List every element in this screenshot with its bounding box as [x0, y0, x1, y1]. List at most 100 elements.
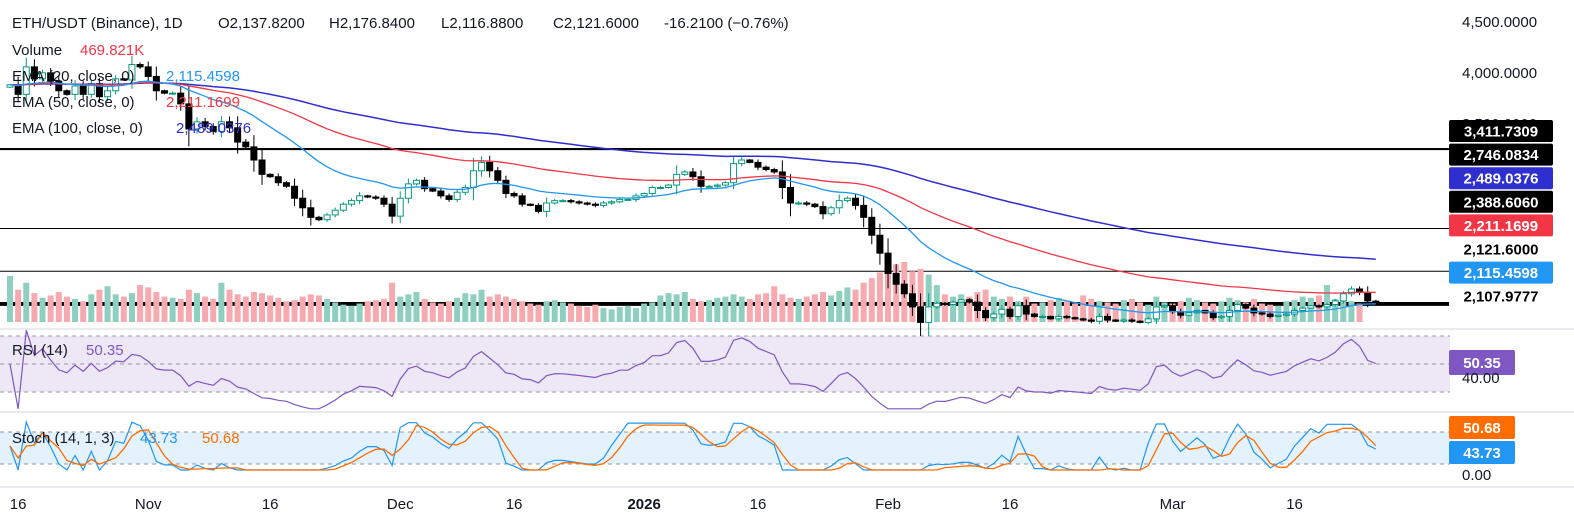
candle-body — [39, 72, 47, 80]
volume-bar — [380, 298, 387, 322]
candle-body — [274, 176, 282, 184]
volume-bar — [193, 293, 200, 322]
volume-bar — [641, 303, 648, 322]
candle-body — [1071, 317, 1079, 320]
volume-bar — [299, 296, 306, 322]
candle-body — [1079, 318, 1087, 321]
volume-bar — [348, 305, 355, 322]
candle-body — [591, 203, 599, 206]
candle-body — [177, 92, 185, 105]
chart-symbol[interactable]: ETH/USDT (Binance), 1D — [12, 15, 183, 32]
price-badge-text: 2,211.1699 — [1464, 218, 1538, 235]
candle-body — [1217, 315, 1225, 319]
candle-body — [876, 234, 884, 254]
volume-bar — [63, 296, 70, 322]
candle-body — [494, 170, 502, 181]
candle-body — [624, 198, 632, 201]
candle-body — [843, 197, 851, 202]
rsi-value: 50.35 — [86, 342, 124, 359]
candle-body — [372, 196, 380, 199]
volume-bar — [1063, 301, 1070, 322]
ohlc-low: L2,116.8800 — [441, 15, 523, 32]
volume-bar — [1307, 297, 1314, 322]
candle-body — [266, 173, 274, 178]
volume-bar — [226, 289, 233, 322]
volume-bar — [519, 301, 526, 322]
volume-bar — [267, 295, 274, 322]
candle-body — [1087, 319, 1095, 322]
volume-bar — [446, 301, 453, 322]
price-badge — [1449, 238, 1553, 260]
stoch-d-line — [9, 424, 1377, 471]
candle-body — [339, 203, 347, 211]
candle-body — [63, 90, 71, 95]
volume-bar — [551, 300, 558, 322]
candle-body — [697, 176, 705, 187]
candle-body — [120, 78, 128, 81]
candle-body — [819, 206, 827, 215]
candle-body — [1144, 318, 1152, 323]
legend-ema100-name[interactable]: EMA (100, close, 0) — [12, 120, 143, 137]
volume-bar — [876, 272, 883, 322]
volume-bar — [470, 294, 477, 322]
candle-body — [347, 200, 355, 205]
volume-bar — [1283, 301, 1290, 322]
candle-body — [933, 302, 941, 308]
stoch-label[interactable]: Stoch (14, 1, 3) — [12, 430, 115, 447]
volume-bar — [1332, 298, 1339, 322]
volume-bar — [811, 294, 818, 322]
volume-bar — [1072, 303, 1079, 322]
volume-bar — [210, 298, 217, 322]
rsi-label[interactable]: RSI (14) — [12, 342, 68, 359]
horizontal-lines — [0, 147, 1450, 306]
legend-ema50-name[interactable]: EMA (50, close, 0) — [12, 94, 135, 111]
candle-body — [1234, 304, 1242, 311]
volume-bar — [120, 296, 127, 322]
rsi-axis-label: 40.00 — [1462, 370, 1500, 387]
time-tick: Mar — [1160, 496, 1186, 513]
volume-bar — [616, 307, 623, 322]
time-axis[interactable]: 16 Nov 16 Dec 16 2026 16 Feb 16 Mar 16 — [10, 496, 1303, 513]
volume-bar — [1080, 295, 1087, 322]
ohlc-close: C2,121.6000 — [553, 15, 639, 32]
volume-bar — [275, 297, 282, 322]
candle-body — [1039, 315, 1047, 318]
candle-body — [6, 84, 14, 88]
legend-ema20-name[interactable]: EMA (20, close, 0) — [12, 68, 135, 85]
candle-body — [1169, 305, 1177, 313]
legend-volume-value: 469.821K — [80, 42, 144, 59]
candle-body — [282, 182, 290, 187]
candle-body — [258, 159, 266, 175]
price-badges: 3,411.7309 2,746.0834 2,489.0376 2,388.6060… — [1449, 120, 1553, 308]
volume-bar — [104, 286, 111, 322]
volume-bar — [1161, 302, 1168, 322]
volume-bar — [454, 297, 461, 322]
candle-body — [1136, 320, 1144, 323]
ema20-line — [9, 80, 1376, 314]
stoch-axis-label: 0.00 — [1462, 467, 1491, 484]
candle-body — [965, 299, 973, 303]
candle-body — [47, 72, 55, 82]
price-badge — [1449, 214, 1553, 237]
candle-body — [770, 169, 778, 173]
legend-volume-name[interactable]: Volume — [12, 42, 62, 59]
candle-body — [754, 161, 762, 168]
candle-body — [1128, 319, 1136, 322]
volume-bar — [291, 300, 298, 322]
candle-body — [486, 161, 494, 172]
volume-bar — [39, 297, 46, 322]
volume-bar — [982, 289, 989, 322]
volume-bar — [1348, 301, 1355, 322]
volume-bar — [868, 278, 875, 322]
price-badge-text: 2,388.6060 — [1463, 194, 1538, 211]
rsi-badge-text: 50.35 — [1463, 355, 1501, 372]
candle-body — [827, 207, 835, 215]
candle-body — [144, 66, 152, 77]
volume-bar — [828, 295, 835, 322]
candle-body — [1339, 293, 1347, 302]
candle-body — [502, 179, 510, 194]
volume-bar — [990, 296, 997, 322]
candle-body — [608, 201, 616, 204]
